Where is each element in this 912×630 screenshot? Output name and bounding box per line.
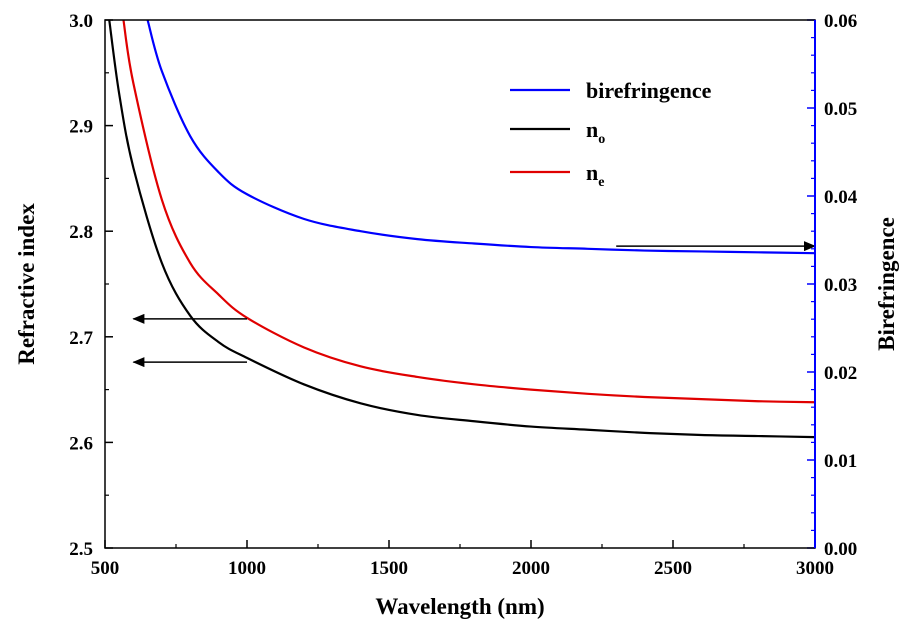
legend: birefringence no ne bbox=[510, 78, 712, 190]
y-tick-label-3.0: 3.0 bbox=[69, 11, 93, 32]
y-tick-label-2.9: 2.9 bbox=[69, 117, 93, 138]
x-tick-label-500: 500 bbox=[91, 558, 120, 579]
y2-tick-label-0.03: 0.03 bbox=[824, 275, 857, 296]
y2-tick-label-0.02: 0.02 bbox=[824, 363, 857, 384]
x-tick-label-2000: 2000 bbox=[512, 558, 550, 579]
y-tick-label-2.5: 2.5 bbox=[69, 539, 93, 560]
y2-axis-title: Birefringence bbox=[874, 217, 899, 351]
y2-tick-label-0.06: 0.06 bbox=[824, 11, 857, 32]
y-tick-label-2.7: 2.7 bbox=[69, 328, 93, 349]
legend-label-birefringence: birefringence bbox=[586, 78, 712, 103]
y2-tick-label-0.05: 0.05 bbox=[824, 99, 857, 120]
annotation-layer bbox=[132, 241, 816, 368]
legend-label-no: no bbox=[586, 117, 605, 147]
y2-tick-label-0.04: 0.04 bbox=[824, 187, 858, 208]
series-line-n-e bbox=[122, 19, 816, 404]
x-tick-label-1000: 1000 bbox=[228, 558, 266, 579]
x-axis-title: Wavelength (nm) bbox=[375, 594, 544, 619]
x-tick-label-1500: 1500 bbox=[370, 558, 408, 579]
y-axis-title: Refractive index bbox=[14, 203, 39, 365]
series-line-n-o bbox=[108, 19, 816, 439]
ticks-layer: 500 1000 1500 2000 2500 3000 2.5 2.6 2.7 2.8 2.9 3.… bbox=[69, 11, 858, 579]
x-tick-label-2500: 2500 bbox=[654, 558, 692, 579]
x-tick-label-3000: 3000 bbox=[796, 558, 834, 579]
legend-label-ne: ne bbox=[586, 160, 604, 190]
legend-label-no-sub: o bbox=[598, 132, 605, 147]
y-tick-label-2.6: 2.6 bbox=[69, 433, 93, 454]
legend-label-ne-sub: e bbox=[598, 175, 604, 190]
legend-label-no-main: n bbox=[586, 117, 598, 142]
legend-label-ne-main: n bbox=[586, 160, 598, 185]
y2-tick-label-0.01: 0.01 bbox=[824, 451, 857, 472]
y2-tick-label-0.00: 0.00 bbox=[824, 539, 857, 560]
y-tick-label-2.8: 2.8 bbox=[69, 222, 93, 243]
series-layer bbox=[108, 19, 816, 439]
series-line-birefringence bbox=[146, 19, 816, 255]
